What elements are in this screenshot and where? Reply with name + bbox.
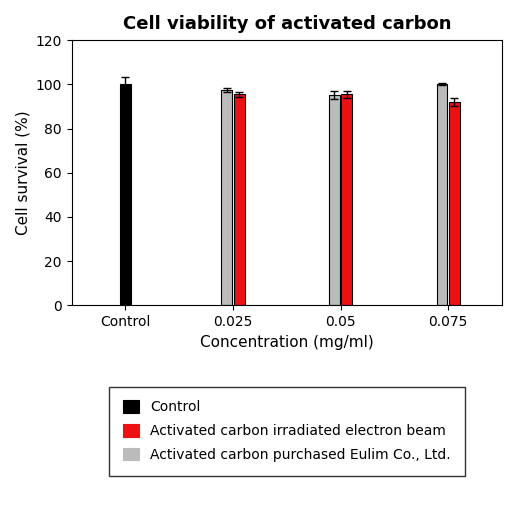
Y-axis label: Cell survival (%): Cell survival (%)	[15, 110, 30, 235]
Legend: Control, Activated carbon irradiated electron beam, Activated carbon purchased E: Control, Activated carbon irradiated ele…	[109, 387, 465, 476]
Bar	[234, 95, 245, 305]
X-axis label: Concentration (mg/ml): Concentration (mg/ml)	[200, 335, 374, 349]
Bar	[120, 84, 131, 305]
Bar	[437, 84, 447, 305]
Title: Cell viability of activated carbon: Cell viability of activated carbon	[123, 15, 451, 33]
Bar	[449, 102, 460, 305]
Bar	[341, 95, 352, 305]
Bar	[221, 90, 232, 305]
Bar	[329, 96, 340, 305]
